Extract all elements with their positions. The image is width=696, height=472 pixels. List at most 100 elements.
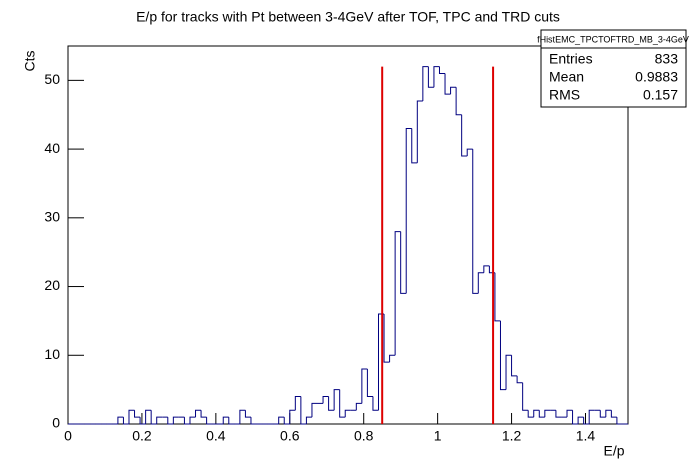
histogram-bin bbox=[333, 389, 340, 411]
histogram-bin bbox=[400, 231, 407, 294]
histogram-bin bbox=[128, 409, 135, 424]
histogram-bin bbox=[494, 272, 501, 322]
histogram-bin bbox=[222, 416, 229, 424]
stats-value: 0.9883 bbox=[635, 69, 678, 85]
histogram-bin bbox=[527, 410, 534, 418]
histogram-bin bbox=[239, 409, 246, 424]
histogram-bin bbox=[156, 416, 163, 424]
x-tick-label: 0 bbox=[64, 428, 72, 444]
histogram-bin bbox=[139, 417, 146, 425]
histogram-bin bbox=[466, 148, 473, 156]
histogram-bin bbox=[538, 410, 545, 418]
x-tick-label: 0.4 bbox=[206, 428, 226, 444]
stats-title: fHistEMC_TPCTOFTRD_MB_3-4GeV bbox=[537, 34, 689, 44]
histogram-bin bbox=[150, 410, 157, 425]
x-tick-label: 0.8 bbox=[354, 428, 374, 444]
histogram-bin bbox=[183, 417, 190, 425]
histogram-bin bbox=[405, 127, 412, 294]
histogram-bin bbox=[416, 100, 423, 163]
histogram-bin bbox=[533, 409, 540, 418]
histogram-bin bbox=[461, 114, 468, 157]
histogram-bin bbox=[344, 409, 351, 418]
histogram-bin bbox=[572, 410, 579, 425]
histogram-bin bbox=[389, 354, 396, 363]
y-tick-label: 40 bbox=[44, 140, 60, 156]
histogram-bin bbox=[189, 416, 196, 424]
histogram-bin bbox=[516, 375, 523, 384]
histogram-bin bbox=[300, 396, 307, 425]
histogram-bin bbox=[206, 417, 213, 425]
y-tick-label: 20 bbox=[44, 277, 60, 293]
histogram-bin bbox=[499, 320, 507, 391]
histogram-bin bbox=[134, 410, 141, 418]
histogram-bin bbox=[522, 382, 529, 411]
histogram-bin bbox=[294, 396, 301, 411]
histogram-bin bbox=[438, 66, 446, 74]
histogram-bin bbox=[328, 396, 335, 411]
histogram-bin bbox=[122, 417, 129, 425]
histogram-bin bbox=[283, 417, 290, 425]
histogram-bin bbox=[244, 410, 251, 418]
plot-frame bbox=[67, 45, 629, 425]
histogram-bin bbox=[361, 368, 368, 404]
histogram-bin bbox=[311, 402, 318, 418]
histogram-bin bbox=[610, 410, 617, 418]
histogram-bin bbox=[599, 410, 606, 418]
histogram-bin bbox=[167, 417, 174, 425]
histogram-bin bbox=[555, 410, 562, 418]
histogram-bin bbox=[372, 396, 379, 411]
histogram-bin bbox=[172, 416, 179, 424]
histogram-bin bbox=[444, 73, 451, 95]
stats-value: 833 bbox=[655, 51, 679, 67]
y-axis-label: Cts bbox=[22, 51, 38, 72]
histogram-bin bbox=[483, 265, 490, 273]
y-tick-label: 10 bbox=[44, 346, 60, 362]
histogram-bin bbox=[544, 409, 551, 418]
x-tick-label: 0.6 bbox=[280, 428, 300, 444]
stats-label: Entries bbox=[549, 51, 593, 67]
stats-label: RMS bbox=[549, 87, 580, 103]
stats-value: 0.157 bbox=[643, 87, 678, 103]
y-tick-label: 0 bbox=[52, 415, 60, 431]
histogram-bin bbox=[616, 417, 623, 425]
chart-title: E/p for tracks with Pt between 3-4GeV af… bbox=[136, 9, 560, 25]
y-tick-label: 50 bbox=[44, 71, 60, 87]
histogram-bin bbox=[605, 409, 612, 418]
histogram-bin bbox=[588, 409, 595, 424]
histogram-bin bbox=[117, 416, 124, 424]
histogram-bin bbox=[422, 66, 429, 101]
histogram-bin bbox=[411, 128, 418, 164]
histogram-bin bbox=[566, 409, 573, 418]
stats-frame bbox=[540, 29, 687, 108]
histogram-bin bbox=[355, 402, 362, 411]
histogram-bin bbox=[145, 409, 152, 424]
histogram-bin bbox=[322, 396, 329, 404]
histogram-bin bbox=[366, 369, 373, 398]
histogram-bin bbox=[477, 272, 484, 294]
histogram-bin bbox=[472, 149, 479, 294]
histogram-bin bbox=[250, 417, 257, 425]
histogram-bin bbox=[289, 409, 296, 424]
histogram-bin bbox=[305, 416, 312, 424]
histogram-bin bbox=[394, 231, 401, 356]
y-tick-label: 30 bbox=[44, 209, 60, 225]
x-tick-label: 1.2 bbox=[502, 428, 522, 444]
histogram-bin bbox=[195, 409, 202, 418]
histogram-bin bbox=[278, 416, 285, 424]
histogram-bin bbox=[228, 417, 235, 425]
x-tick-label: 1.4 bbox=[576, 428, 596, 444]
histogram-bin bbox=[511, 355, 518, 377]
x-tick-label: 0.2 bbox=[132, 428, 152, 444]
histogram-bin bbox=[200, 410, 207, 418]
histogram-bin bbox=[583, 417, 590, 425]
histogram-bin bbox=[433, 66, 440, 88]
histogram-bin bbox=[427, 66, 434, 88]
histogram-bin bbox=[450, 86, 457, 95]
histogram-bin bbox=[577, 416, 584, 424]
histogram-bin bbox=[383, 314, 390, 363]
histogram-bin bbox=[455, 87, 462, 116]
histogram-bin bbox=[339, 389, 346, 418]
histogram-bin bbox=[505, 354, 512, 390]
x-axis-label: E/p bbox=[603, 443, 624, 459]
